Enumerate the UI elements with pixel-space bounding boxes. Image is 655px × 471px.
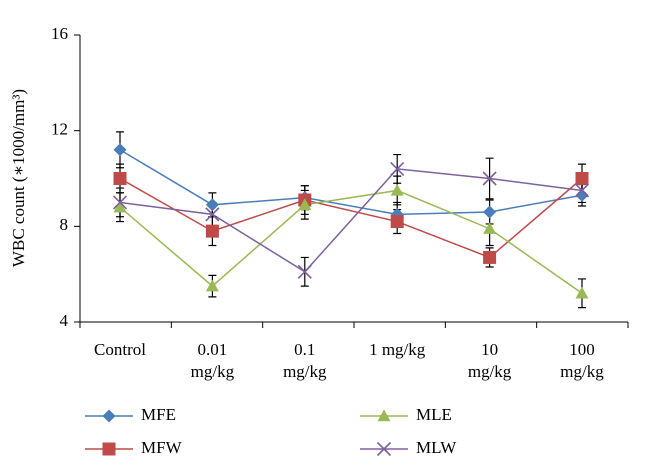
data-point <box>298 198 312 211</box>
legend-marker <box>376 441 392 457</box>
y-tick-label: 8 <box>60 215 69 234</box>
data-point <box>113 200 127 213</box>
series-line <box>119 177 583 259</box>
series-line <box>119 168 583 273</box>
data-point <box>205 279 219 292</box>
data-point <box>205 198 219 212</box>
y-tick-label: 4 <box>60 311 69 330</box>
data-point <box>482 171 497 186</box>
x-tick-label: Control <box>94 340 146 359</box>
x-tick-label: 0.01 mg/kg <box>190 340 235 381</box>
legend-label: MFW <box>141 438 183 457</box>
data-point <box>205 207 220 222</box>
legend-label: MLE <box>416 405 452 424</box>
data-point <box>390 183 404 196</box>
data-point <box>483 205 497 219</box>
legend-marker <box>102 442 116 456</box>
data-point <box>205 224 219 238</box>
x-tick-label: 10 mg/kg <box>467 340 512 381</box>
data-point <box>483 250 497 264</box>
legend-marker <box>377 409 391 422</box>
data-point <box>113 143 127 157</box>
data-point <box>113 172 127 185</box>
data-point <box>483 222 497 234</box>
data-point <box>390 215 404 229</box>
x-tick-label: 0.1 mg/kg <box>283 340 327 381</box>
y-axis-label: WBC count (∗1000/mm³) <box>9 89 28 267</box>
series-line <box>119 189 583 294</box>
series-line <box>119 149 583 216</box>
legend-label: MFE <box>141 405 176 424</box>
y-tick-label: 12 <box>51 120 68 139</box>
data-point <box>112 195 128 210</box>
data-point <box>575 286 589 299</box>
data-point <box>574 183 590 198</box>
legend-label: MLW <box>416 438 457 457</box>
data-point <box>297 264 312 279</box>
y-tick-label: 16 <box>51 24 68 43</box>
data-point <box>575 188 589 202</box>
x-tick-label: 100 mg/kg <box>560 340 604 381</box>
legend-marker <box>102 409 116 423</box>
data-point <box>390 161 405 176</box>
x-tick-label: 1 mg/kg <box>369 340 426 359</box>
data-point <box>575 172 589 185</box>
